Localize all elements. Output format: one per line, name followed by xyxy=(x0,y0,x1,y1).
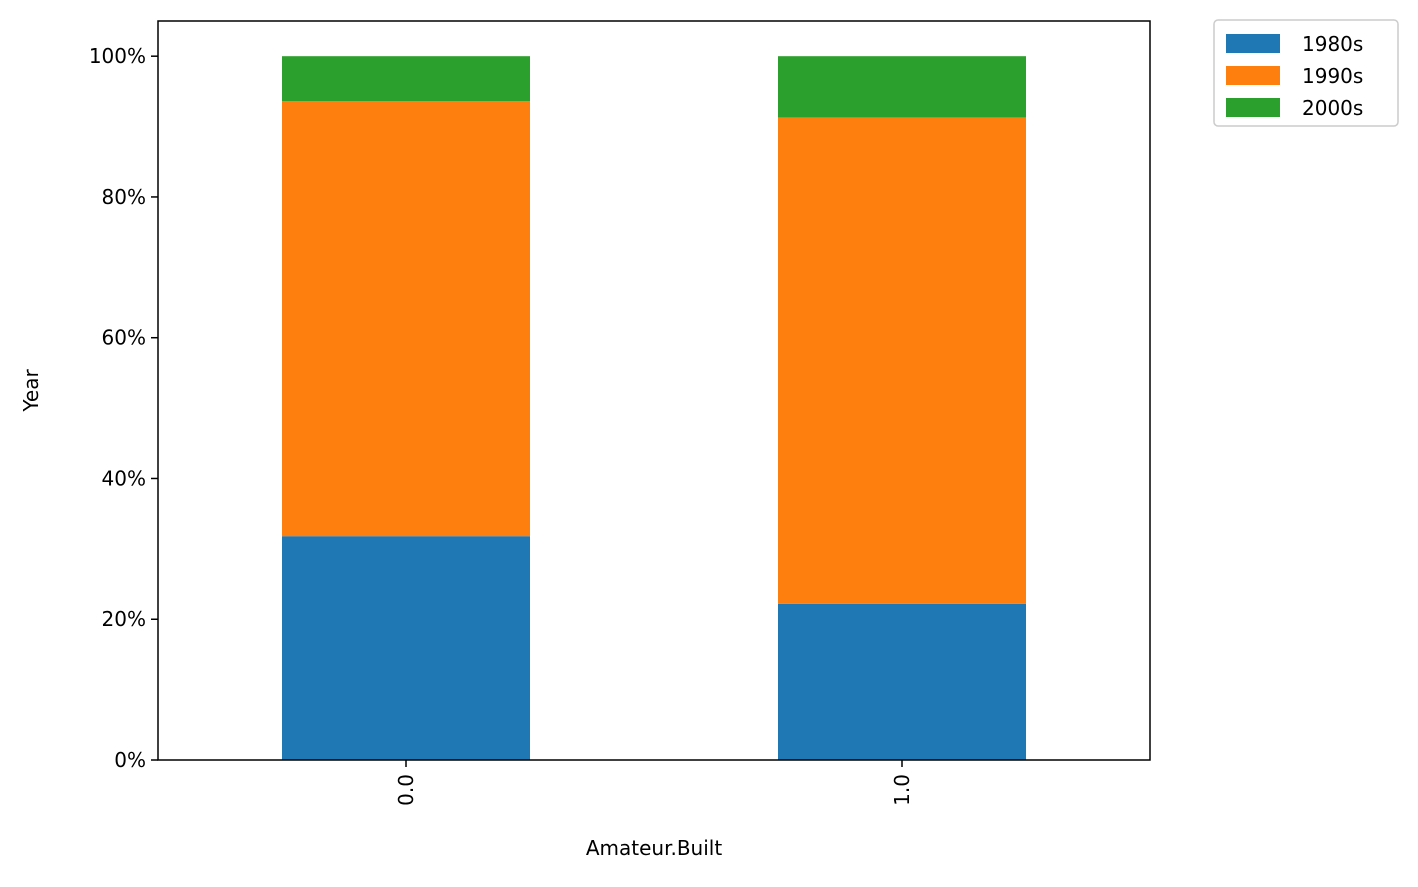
bar-1980s-cat-0.0 xyxy=(282,536,530,760)
y-tick-label: 80% xyxy=(102,185,146,209)
legend: 1980s 1990s 2000s xyxy=(1213,19,1399,127)
legend-label-2000s: 2000s xyxy=(1302,96,1363,120)
bar-2000s-cat-1.0 xyxy=(778,56,1026,118)
bar-2000s-cat-0.0 xyxy=(282,56,530,102)
y-tick-label: 0% xyxy=(114,748,146,772)
x-tick-label: 1.0 xyxy=(890,774,914,806)
bar-1980s-cat-1.0 xyxy=(778,603,1026,760)
legend-swatch-1990s xyxy=(1226,66,1280,85)
y-tick-label: 60% xyxy=(102,326,146,350)
y-axis-label: Year xyxy=(19,369,43,413)
bar-1990s-cat-0.0 xyxy=(282,101,530,537)
y-tick-label: 20% xyxy=(102,607,146,631)
legend-label-1980s: 1980s xyxy=(1302,32,1363,56)
bar-1990s-cat-1.0 xyxy=(778,117,1026,604)
y-tick-label: 100% xyxy=(89,44,146,68)
x-tick-label: 0.0 xyxy=(394,774,418,806)
plot-frame xyxy=(157,20,1151,761)
legend-label-1990s: 1990s xyxy=(1302,64,1363,88)
bars-layer xyxy=(282,56,1026,760)
x-axis-label: Amateur.Built xyxy=(586,836,722,860)
legend-swatch-1980s xyxy=(1226,34,1280,53)
y-tick-label: 40% xyxy=(102,466,146,490)
ticks-layer: 0.0 1.0 0% 20% 40% 60% 80% 100% xyxy=(89,44,914,806)
legend-swatch-2000s xyxy=(1226,98,1280,117)
